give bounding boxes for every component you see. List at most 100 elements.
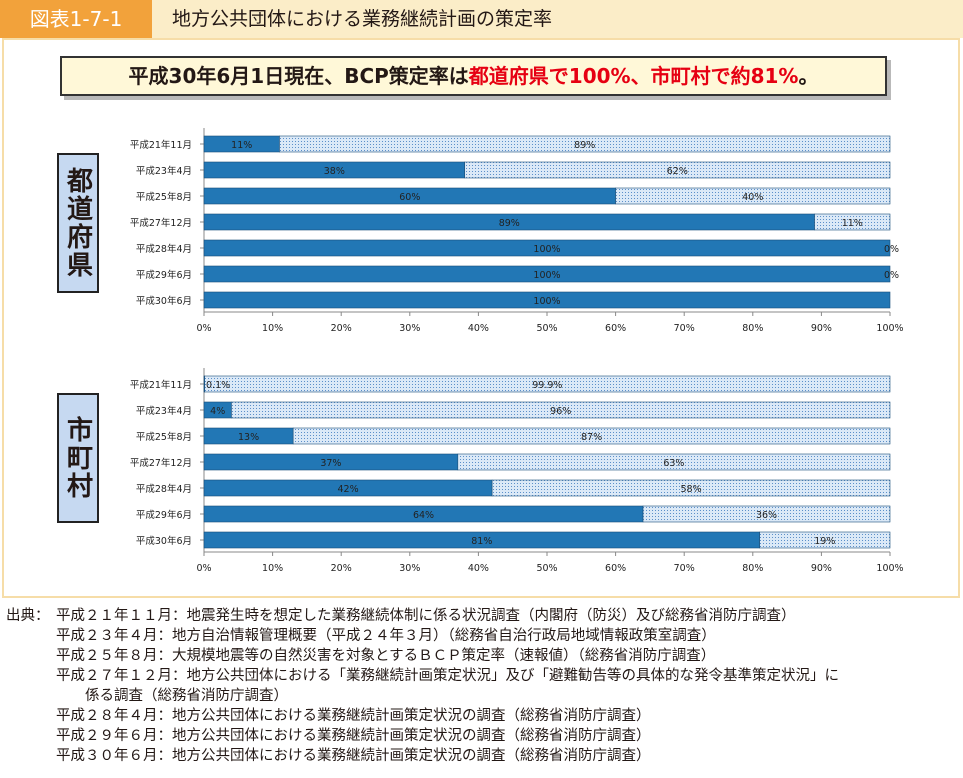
bar-segment-remaining bbox=[204, 375, 891, 393]
source-line: 平成２７年１２月：地方公共団体における「業務継続計画策定状況」及び「避難勧告等の… bbox=[6, 666, 839, 686]
headline-text-3: 。 bbox=[798, 64, 819, 88]
category-label: 平成28年4月 bbox=[136, 483, 192, 495]
category-label: 平成27年12月 bbox=[130, 217, 192, 229]
x-tick-label: 70% bbox=[674, 323, 695, 334]
data-label: 11% bbox=[231, 140, 252, 151]
x-tick-label: 10% bbox=[262, 323, 283, 334]
category-label: 平成29年6月 bbox=[136, 509, 192, 521]
source-text: 平成２１年１１月：地震発生時を想定した業務継続体制に係る状況調査（内閣府（防災）… bbox=[56, 608, 796, 624]
data-label: 36% bbox=[756, 510, 777, 521]
x-tick-label: 30% bbox=[399, 563, 420, 574]
bar-segment-remaining bbox=[292, 427, 891, 445]
bar-segment-remaining bbox=[457, 453, 891, 471]
x-tick-label: 40% bbox=[468, 563, 489, 574]
category-label: 平成23年4月 bbox=[136, 165, 192, 177]
data-label: 19% bbox=[814, 536, 835, 547]
data-label: 100% bbox=[533, 270, 560, 281]
source-text: 平成２７年１２月：地方公共団体における「業務継続計画策定状況」及び「避難勧告等の… bbox=[56, 668, 839, 684]
category-label: 平成21年11月 bbox=[130, 379, 192, 391]
category-label: 平成30年6月 bbox=[136, 535, 192, 547]
headline-box: 平成30年6月1日現在、BCP策定率は都道府県で100%、市町村で約81%。 bbox=[60, 56, 887, 96]
x-tick-label: 50% bbox=[536, 563, 557, 574]
group-label-prefectures-text: 都道府県 bbox=[62, 167, 93, 279]
source-prefix: 出典： bbox=[6, 608, 50, 624]
group-label-prefectures: 都道府県 bbox=[57, 153, 99, 293]
x-tick-label: 60% bbox=[605, 563, 626, 574]
x-tick-label: 0% bbox=[196, 323, 211, 334]
data-label: 100% bbox=[533, 296, 560, 307]
category-label: 平成27年12月 bbox=[130, 457, 192, 469]
bar-segment-remaining bbox=[615, 187, 891, 205]
data-label: 100% bbox=[533, 244, 560, 255]
x-tick-label: 90% bbox=[811, 323, 832, 334]
source-text: 平成２３年４月：地方自治情報管理概要（平成２４年３月）（総務省自治行政局地域情報… bbox=[56, 628, 716, 644]
data-label: 58% bbox=[680, 484, 701, 495]
data-label: 62% bbox=[667, 166, 688, 177]
data-label: 13% bbox=[238, 432, 259, 443]
x-tick-label: 50% bbox=[536, 323, 557, 334]
x-tick-label: 20% bbox=[331, 323, 352, 334]
headline-text-1: 平成30年6月1日現在、BCP策定率は bbox=[128, 64, 469, 88]
category-label: 平成21年11月 bbox=[130, 139, 192, 151]
data-label: 63% bbox=[663, 458, 684, 469]
data-label: 38% bbox=[324, 166, 345, 177]
bar-segment-remaining bbox=[231, 401, 891, 419]
data-label: 0% bbox=[884, 244, 899, 255]
data-label: 40% bbox=[742, 192, 763, 203]
data-label: 42% bbox=[337, 484, 358, 495]
data-label: 4% bbox=[210, 406, 225, 417]
figure-title: 地方公共団体における業務継続計画の策定率 bbox=[172, 8, 553, 30]
bar-segment-remaining bbox=[759, 531, 891, 549]
chart-panel bbox=[2, 38, 960, 598]
category-label: 平成28年4月 bbox=[136, 243, 192, 255]
source-text: 平成２５年８月：大規模地震等の自然災害を対象とするＢＣＰ策定率（速報値）（総務省… bbox=[56, 648, 716, 664]
prefecture-bar-chart: 平成21年11月 11% 89% 平成23年4月 38% 62% 平成25年8月 60% 40%… bbox=[130, 128, 904, 334]
source-line: 平成３０年６月：地方公共団体における業務継続計画策定状況の調査（総務省消防庁調査… bbox=[6, 746, 839, 766]
x-tick-label: 90% bbox=[811, 563, 832, 574]
category-label: 平成25年8月 bbox=[136, 191, 192, 203]
bar-segment-achieved bbox=[203, 239, 891, 257]
x-tick-label: 10% bbox=[262, 563, 283, 574]
x-tick-label: 100% bbox=[876, 323, 903, 334]
bar-segment-remaining bbox=[464, 161, 891, 179]
source-line: 平成２３年４月：地方自治情報管理概要（平成２４年３月）（総務省自治行政局地域情報… bbox=[6, 626, 839, 646]
source-line: 係る調査（総務省消防庁調査） bbox=[6, 686, 839, 706]
source-text: 平成２８年４月：地方公共団体における業務継続計画策定状況の調査（総務省消防庁調査… bbox=[56, 708, 651, 724]
source-line: 平成２９年６月：地方公共団体における業務継続計画策定状況の調査（総務省消防庁調査… bbox=[6, 726, 839, 746]
municipality-bar-chart: 平成21年11月 0.1% 99.9% 平成23年4月 4% 96% 平成25年8月 13% 8… bbox=[130, 368, 904, 574]
x-tick-label: 0% bbox=[196, 563, 211, 574]
category-label: 平成25年8月 bbox=[136, 431, 192, 443]
source-line: 出典： 平成２１年１１月：地震発生時を想定した業務継続体制に係る状況調査（内閣府（… bbox=[6, 606, 839, 626]
figure-label: 図表1-7-1 bbox=[0, 0, 152, 38]
category-label: 平成30年6月 bbox=[136, 295, 192, 307]
x-tick-label: 80% bbox=[742, 563, 763, 574]
x-tick-label: 60% bbox=[605, 323, 626, 334]
source-text: 係る調査（総務省消防庁調査） bbox=[56, 688, 288, 704]
data-label: 81% bbox=[471, 536, 492, 547]
group-label-municipalities-text: 市町村 bbox=[62, 416, 93, 500]
x-tick-label: 80% bbox=[742, 323, 763, 334]
data-label: 0.1% bbox=[206, 380, 230, 391]
headline-highlight: 都道府県で100%、市町村で約81% bbox=[468, 64, 799, 88]
data-label: 89% bbox=[499, 218, 520, 229]
source-text: 平成３０年６月：地方公共団体における業務継続計画策定状況の調査（総務省消防庁調査… bbox=[56, 748, 651, 764]
source-line: 平成２５年８月：大規模地震等の自然災害を対象とするＢＣＰ策定率（速報値）（総務省… bbox=[6, 646, 839, 666]
x-tick-label: 70% bbox=[674, 563, 695, 574]
data-label: 87% bbox=[581, 432, 602, 443]
data-label: 37% bbox=[320, 458, 341, 469]
bar-segment-remaining bbox=[814, 213, 891, 231]
category-label: 平成29年6月 bbox=[136, 269, 192, 281]
sources-note: 出典： 平成２１年１１月：地震発生時を想定した業務継続体制に係る状況調査（内閣府（… bbox=[6, 606, 839, 766]
bar-segment-remaining bbox=[279, 135, 891, 153]
bar-segment-remaining bbox=[642, 505, 891, 523]
x-tick-label: 100% bbox=[876, 563, 903, 574]
data-label: 60% bbox=[399, 192, 420, 203]
group-label-municipalities: 市町村 bbox=[57, 393, 99, 523]
data-label: 96% bbox=[550, 406, 571, 417]
source-line: 平成２８年４月：地方公共団体における業務継続計画策定状況の調査（総務省消防庁調査… bbox=[6, 706, 839, 726]
data-label: 11% bbox=[842, 218, 863, 229]
bar-segment-achieved bbox=[203, 291, 891, 309]
x-tick-label: 40% bbox=[468, 323, 489, 334]
data-label: 89% bbox=[574, 140, 595, 151]
source-text: 平成２９年６月：地方公共団体における業務継続計画策定状況の調査（総務省消防庁調査… bbox=[56, 728, 651, 744]
